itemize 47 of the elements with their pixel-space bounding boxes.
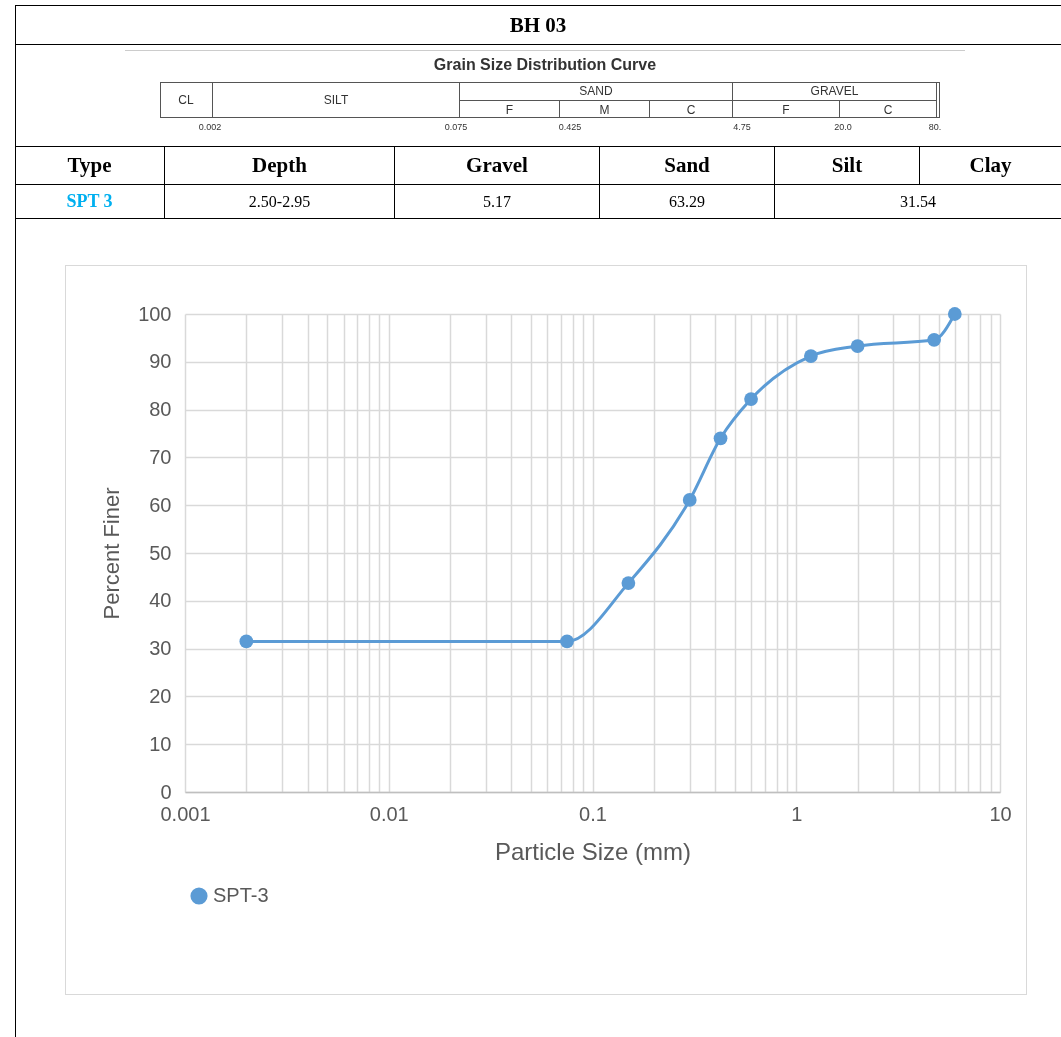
y-tick-label: 60 [149,493,172,516]
y-tick-label: 30 [149,637,172,660]
text: 80. [927,121,943,134]
text: C [840,100,937,118]
y-tick-label: 20 [149,684,172,707]
chart-title: BH 03 [15,5,1061,45]
chart-subtitle: Grain Size Distribution Curve [125,50,965,78]
text: 0.075 [443,121,469,134]
y-tick-label: 40 [149,589,172,612]
y-tick-label: 10 [149,732,172,755]
x-axis-title: Particle Size (mm) [494,837,692,865]
x-tick-label: 0.001 [160,802,211,825]
text: SILT [213,82,460,118]
text: Silt [775,146,920,185]
y-tick-label: 0 [160,780,172,803]
legend-label: SPT-3 [213,884,269,906]
x-tick-label: 10 [989,802,1012,825]
text: 63.29 [600,185,775,219]
text: GRAVEL [733,82,937,100]
text: SPT 3 [15,185,165,219]
text: F [733,100,840,118]
text: Depth [165,146,395,185]
text: Gravel [395,146,600,185]
text: C [650,100,733,118]
text: M [560,100,650,118]
text: 4.75 [732,121,752,134]
y-axis-title: Percent Finer [99,487,125,620]
y-tick-label: 70 [149,445,172,468]
text: Clay [920,146,1061,185]
y-tick-label: 90 [149,350,172,373]
x-tick-label: 0.01 [369,802,409,825]
text: 0.002 [197,121,223,134]
y-tick-label: 100 [138,302,172,325]
text: 5.17 [395,185,600,219]
text: CL [160,82,213,118]
text: SAND [460,82,733,100]
x-tick-label: 0.1 [579,802,607,825]
y-tick-label: 50 [149,541,172,564]
text: F [460,100,560,118]
text: 31.54 [775,185,1061,219]
y-tick-label: 80 [149,398,172,421]
x-tick-label: 1 [791,802,803,825]
text: Type [15,146,165,185]
text: Sand [600,146,775,185]
text: 2.50-2.95 [165,185,395,219]
text: 20.0 [833,121,853,134]
text: 0.425 [557,121,583,134]
